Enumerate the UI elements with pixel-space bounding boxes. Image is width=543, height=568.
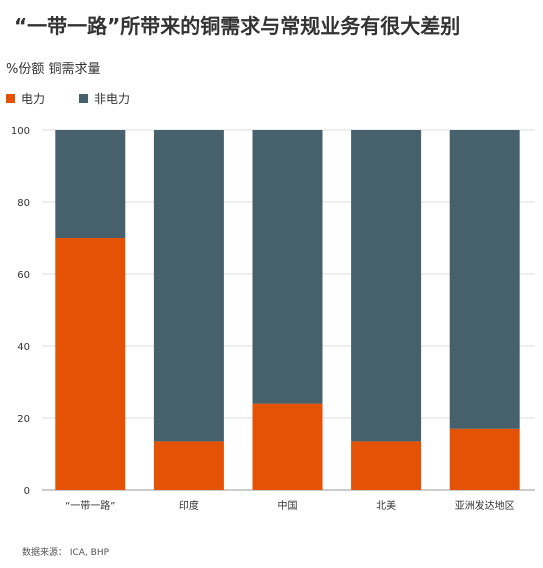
bar-non-electric-2 (252, 130, 323, 404)
source-note: 数据来源： ICA, BHP (22, 548, 110, 558)
x-tick-label-3: 北美 (376, 499, 396, 512)
bar-electric-0 (55, 238, 126, 490)
legend-label-non-electric: 非电力 (94, 92, 131, 106)
x-tick-label-4: 亚洲发达地区 (455, 499, 515, 512)
bar-electric-1 (153, 441, 224, 490)
y-tick-label-60: 60 (17, 270, 30, 281)
legend-swatch-non-electric (79, 94, 89, 103)
bar-electric-4 (449, 428, 520, 490)
legend: 电力 非电力 (6, 90, 164, 107)
bar-non-electric-4 (449, 130, 520, 429)
bar-electric-3 (351, 441, 422, 490)
y-axis-label: %份额 铜需求量 (6, 62, 101, 77)
bar-non-electric-1 (153, 130, 224, 442)
bar-non-electric-3 (351, 130, 422, 442)
legend-swatch-electric (6, 94, 15, 103)
x-tick-label-0: “一带一路” (65, 499, 115, 512)
y-tick-label-20: 20 (17, 414, 30, 425)
legend-item-non-electric: 非电力 (79, 90, 130, 107)
y-tick-label-80: 80 (17, 198, 30, 209)
y-tick-label-40: 40 (17, 342, 30, 353)
bar-non-electric-0 (55, 130, 126, 238)
y-tick-label-0: 0 (24, 486, 30, 497)
bar-electric-2 (252, 403, 323, 490)
legend-label-electric: 电力 (21, 92, 46, 106)
legend-item-electric: 电力 (6, 90, 45, 107)
x-tick-label-1: 印度 (179, 499, 199, 512)
x-tick-label-2: 中国 (278, 499, 298, 512)
y-tick-label-100: 100 (11, 126, 30, 137)
chart-title: “一带一路”所带来的铜需求与常规业务有很大差别 (14, 14, 461, 38)
